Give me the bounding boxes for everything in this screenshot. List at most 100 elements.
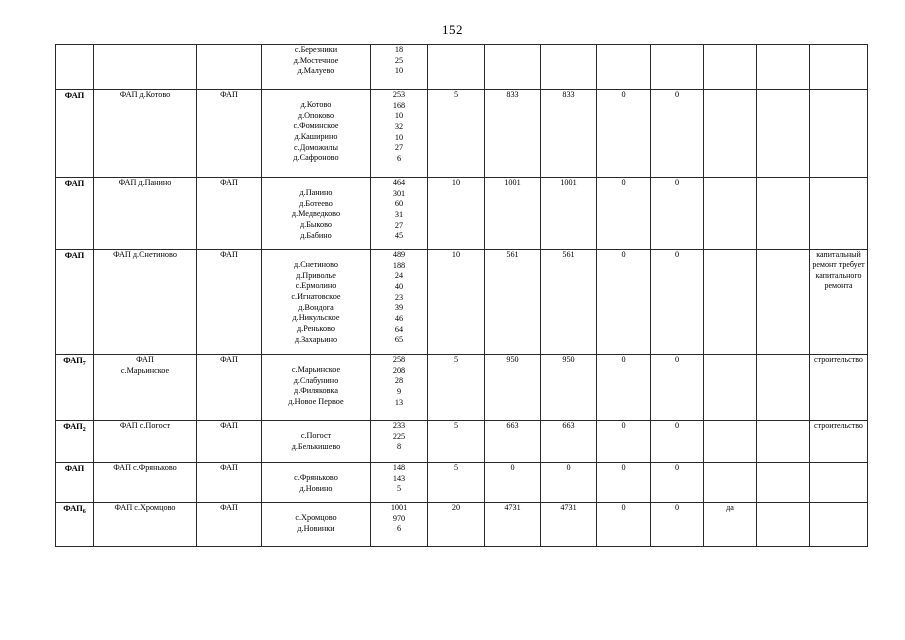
settlement-name: д.Новинки [297,523,335,533]
column-10-cell [756,177,810,250]
settlement-name: д.Захарьино [294,334,338,344]
population-value: 27 [394,220,404,230]
facility-name-line: с.Марьинское [120,365,170,375]
settlements-cell: с.Фряньково д.Новино [261,462,371,503]
spacer-line [263,356,370,366]
table-row: с.Березники д.Мостечное д.Малуево 18 25 10 [55,44,868,90]
population-value: 6 [396,153,402,163]
facility-kind-cell: ФАП [196,177,262,250]
facility-kind-cell [196,44,262,90]
table-row: ФАП ФАП д.Панино ФАП д.Панино д.Ботеево д.Ме… [55,177,868,250]
population-value: 188 [392,260,406,270]
facilities-table: с.Березники д.Мостечное д.Малуево 18 25 10 ФАП… [55,44,868,547]
value-1-cell: 833 [484,89,541,178]
spacer-line [263,464,370,474]
facility-type-label: ФАП [64,250,85,261]
facility-type-label: ФАП [63,355,83,366]
settlement-name: с.Доможилы [294,142,338,152]
settlement-name: д.Приволье [296,270,336,280]
table-row: ФАП ФАП д.Снетиново ФАП д.Снетиново д.Приво… [55,249,868,355]
settlement-name: д.Панино [299,188,333,197]
column-10-cell [756,249,810,355]
notes-cell: капитальный ремонт требует капитального … [809,249,868,355]
facility-type-subscript: 2 [82,427,86,433]
population-value: 168 [392,100,406,110]
column-9-cell [703,354,757,421]
population-value: 40 [394,281,404,291]
population-value: 10 [394,111,404,121]
facility-type-cell: ФАП [55,177,94,250]
value-2-cell [540,44,597,90]
settlement-name: с.Погост [300,431,332,440]
population-value: 143 [392,473,406,483]
facility-name-line: ФАП д.Панино [118,178,172,188]
population-value: 28 [394,376,404,386]
value-3-cell: 0 [596,177,651,250]
settlement-name: д.Филяковка [294,386,338,396]
facility-kind-cell: ФАП [196,354,262,421]
facility-type-label: ФАП [64,178,85,189]
population-value: 8 [396,442,402,452]
population-cell: 258 208 28 9 13 [370,354,428,421]
facility-type-subscript: 6 [82,509,86,515]
value-3-cell: 0 [596,502,651,547]
settlement-name: д.Каширино [294,131,338,141]
staff-count-cell: 5 [427,354,485,421]
value-1-cell: 950 [484,354,541,421]
facility-name-line: ФАП [136,355,154,365]
settlement-name: д.Бабино [300,230,332,240]
facility-name-line: ФАП с.Хромцово [114,503,176,513]
population-value: 64 [394,324,404,334]
population-value: 27 [394,143,404,153]
facility-type-label: ФАП [63,503,83,514]
population-value: 45 [394,231,404,241]
settlement-name: д.Новино [299,483,333,493]
population-value: 233 [392,421,406,431]
spacer-line [263,422,370,432]
settlement-name: д.Никульское [292,313,340,323]
column-9-cell [703,177,757,250]
settlement-name: д.Мостечное [293,55,339,65]
settlement-name: д.Опоково [297,110,335,120]
staff-count-cell: 10 [427,177,485,250]
table-row: ФАП ФАП д.Котово ФАП д.Котово д.Опоково с.Фо… [55,89,868,178]
column-9-cell [703,420,757,463]
facility-type-subscript: 7 [82,361,86,367]
population-cell: 464 301 60 31 27 45 [370,177,428,250]
facility-kind-cell: ФАП [196,502,262,547]
facility-type-label: ФАП [64,90,85,101]
staff-count-cell: 5 [427,462,485,503]
population-value: 9 [396,386,402,396]
settlements-cell: с.Березники д.Мостечное д.Малуево [261,44,371,90]
table-row: ФАП6 ФАП с.Хромцово ФАП с.Хромцово д.Новинк… [55,502,868,547]
facility-type-cell: ФАП [55,249,94,355]
settlement-name: д.Медведково [291,209,341,219]
notes-cell [809,89,868,178]
notes-cell [809,462,868,503]
population-value: 46 [394,313,404,323]
notes-cell: строительство [809,420,868,463]
settlement-name: д.Быково [300,219,332,229]
facility-type-cell [55,44,94,90]
facility-name-line: ФАП с.Погост [119,421,171,431]
notes-cell [809,44,868,90]
settlement-name: д.Малуево [297,66,335,76]
column-10-cell [756,420,810,463]
value-3-cell: 0 [596,249,651,355]
staff-count-cell [427,44,485,90]
value-4-cell: 0 [650,462,704,503]
notes-cell [809,502,868,547]
population-value: 253 [392,90,406,100]
value-1-cell: 4731 [484,502,541,547]
population-cell: 148 143 5 [370,462,428,503]
settlement-name: с.Хромцово [295,513,337,522]
population-value: 225 [392,431,406,441]
staff-count-cell: 5 [427,89,485,178]
facility-name-line: ФАП с.Фряньково [113,463,177,473]
settlement-name: д.Белькишево [291,441,341,451]
staff-count-cell: 5 [427,420,485,463]
settlement-name: д.Снетиново [293,260,339,269]
settlement-name: д.Сафроново [293,153,339,163]
facility-name-cell: ФАП д.Панино [93,177,197,250]
